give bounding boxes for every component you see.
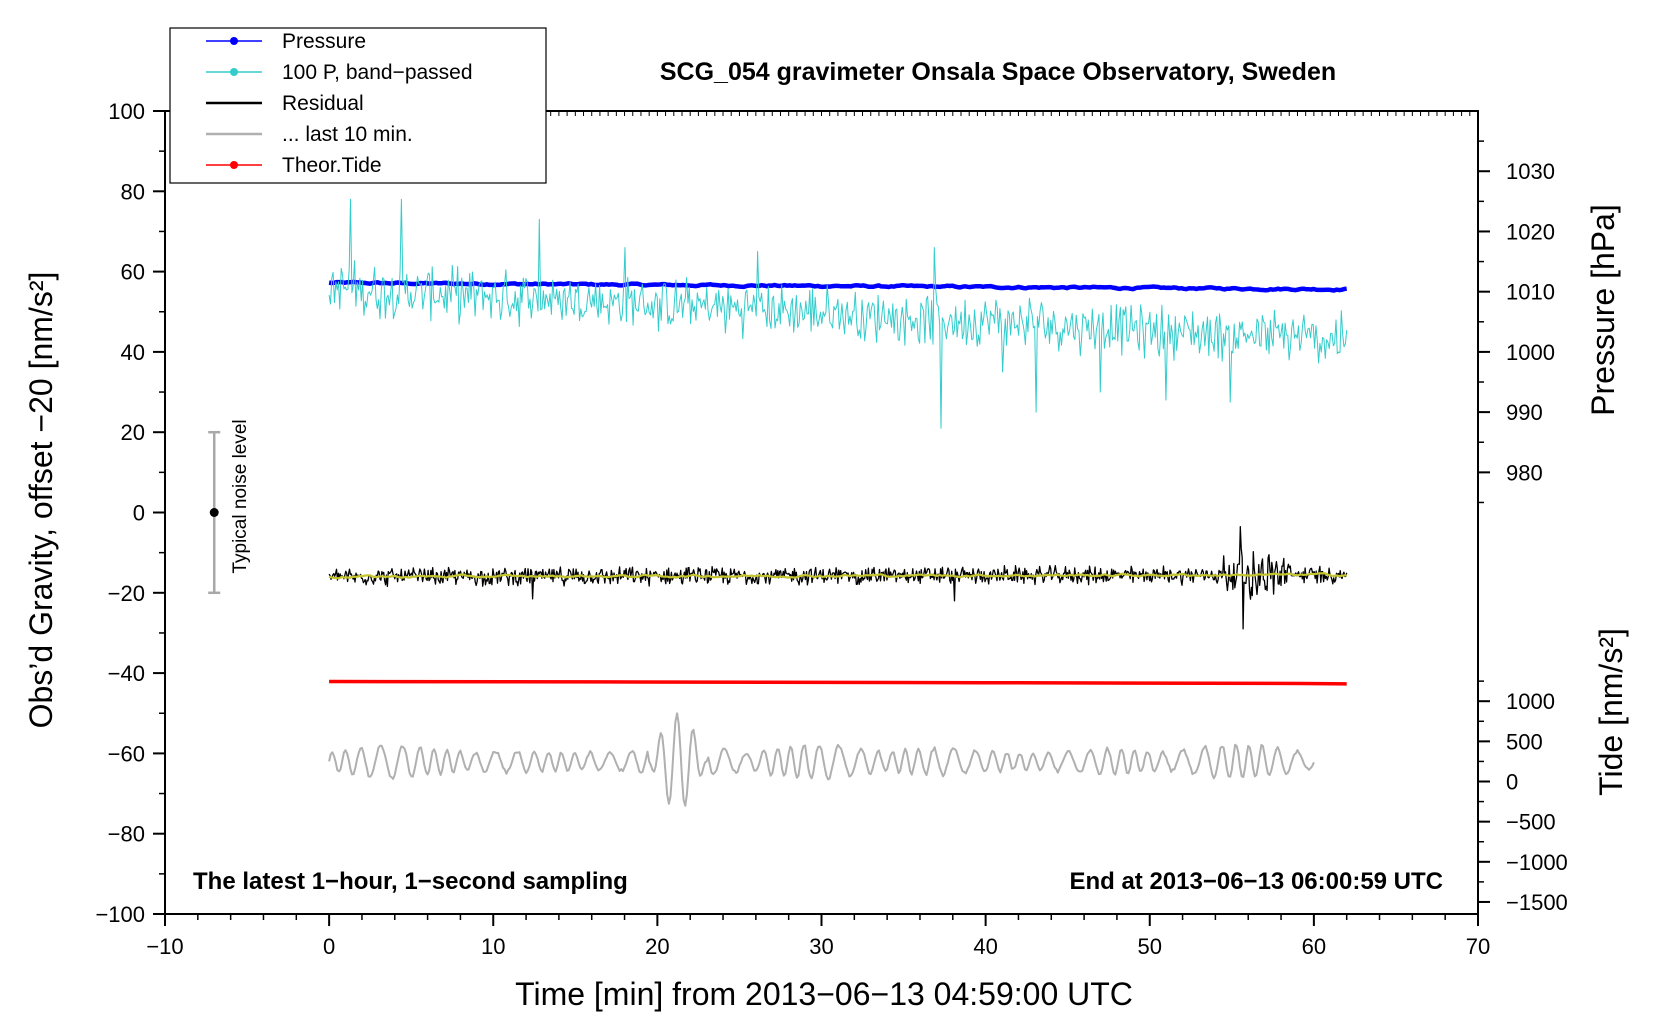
legend-label: 100 P, band−passed <box>282 61 473 84</box>
series-theor-tide <box>329 679 1347 686</box>
typical-noise-indicator: Typical noise level <box>208 419 251 595</box>
legend-marker <box>230 161 238 169</box>
x-tick-label: 20 <box>645 934 669 959</box>
pressure-tick-label: 1000 <box>1506 340 1555 365</box>
pressure-tick-label: 1010 <box>1506 280 1555 305</box>
legend-label: Pressure <box>282 30 366 53</box>
series-100-p-band-passed <box>328 198 1348 429</box>
plot-area <box>328 198 1348 807</box>
chart-title: SCG_054 gravimeter Onsala Space Observat… <box>660 58 1336 86</box>
legend-label: Residual <box>282 92 364 115</box>
axes: −10 0 10 20 30 40 50 60 70−100−80−60−40−20020406… <box>95 99 1567 959</box>
series-last-10-min <box>328 712 1315 807</box>
x-tick-label: 50 <box>1138 934 1162 959</box>
noise-bar-center-dot <box>209 508 219 517</box>
pressure-tick-label: 1030 <box>1506 159 1555 184</box>
tide-tick-label: 500 <box>1506 729 1543 754</box>
pressure-tick-label: 1020 <box>1506 219 1555 244</box>
x-tick-label: 10 <box>481 934 505 959</box>
legend-label: ... last 10 min. <box>282 123 413 146</box>
y-tick-label: 0 <box>133 501 145 526</box>
x-tick-label: −10 <box>146 934 183 959</box>
pressure-tick-label: 980 <box>1506 460 1543 485</box>
x-axis-title: Time [min] from 2013−06−13 04:59:00 UTC <box>515 976 1133 1012</box>
plot-frame <box>164 110 1479 915</box>
y-tick-label: 80 <box>121 179 145 204</box>
pressure-tick-label: 990 <box>1506 400 1543 425</box>
end-time-annotation: End at 2013−06−13 06:00:59 UTC <box>1069 868 1443 895</box>
tide-axis-title: Tide [nm/s²] <box>1593 628 1629 796</box>
x-tick-label: 70 <box>1466 934 1490 959</box>
legend: Pressure 100 P, band−passed Residual ... la… <box>169 27 547 184</box>
tide-tick-label: 1000 <box>1506 689 1555 714</box>
y-axis-title: Obs’d Gravity, offset −20 [nm/s²] <box>23 272 59 729</box>
y-tick-label: 60 <box>121 260 145 285</box>
noise-level-label: Typical noise level <box>230 419 251 573</box>
legend-marker <box>230 68 238 76</box>
y-tick-label: −60 <box>108 741 145 766</box>
y-tick-label: −40 <box>108 661 145 686</box>
y-tick-label: −20 <box>108 581 145 606</box>
tide-tick-label: −1000 <box>1506 850 1568 875</box>
y-tick-label: −100 <box>95 902 145 927</box>
series-residual-smoothed <box>328 572 1347 580</box>
x-tick-label: 30 <box>809 934 833 959</box>
legend-marker <box>230 37 238 45</box>
legend-label: Theor.Tide <box>282 154 382 177</box>
tide-tick-label: 0 <box>1506 770 1518 795</box>
x-tick-label: 0 <box>323 934 335 959</box>
y-tick-label: −80 <box>108 822 145 847</box>
series-pressure <box>328 279 1347 293</box>
x-tick-label: 40 <box>973 934 997 959</box>
sampling-annotation: The latest 1−hour, 1−second sampling <box>193 868 628 895</box>
tide-tick-label: −500 <box>1506 810 1556 835</box>
y-tick-label: 100 <box>108 99 145 124</box>
x-tick-label: 60 <box>1302 934 1326 959</box>
tide-tick-label: −1500 <box>1506 890 1568 915</box>
y-tick-label: 40 <box>121 340 145 365</box>
pressure-axis-title: Pressure [hPa] <box>1585 204 1621 416</box>
legend-box <box>169 27 547 184</box>
y-tick-label: 20 <box>121 420 145 445</box>
